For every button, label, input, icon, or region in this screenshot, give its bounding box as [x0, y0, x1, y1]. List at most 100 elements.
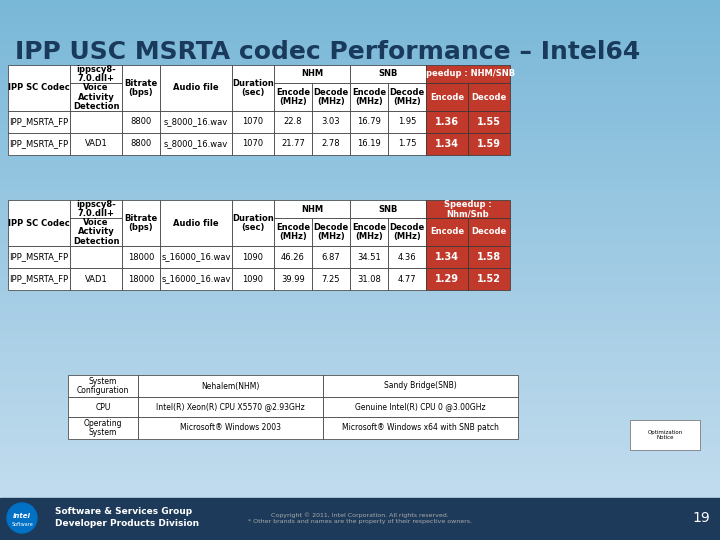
Text: Encode
(MHz): Encode (MHz) [276, 87, 310, 106]
Bar [68, 397, 138, 417]
Bar [426, 246, 468, 268]
Bar [232, 246, 274, 268]
Bar [468, 268, 510, 290]
Text: Microsoft® Windows 2003: Microsoft® Windows 2003 [180, 423, 281, 433]
Bar [232, 200, 274, 246]
Bar [323, 417, 518, 439]
Bar [70, 65, 122, 83]
Bar [122, 133, 160, 155]
Text: NHM: NHM [301, 205, 323, 213]
Text: IPP_MSRTA_FP: IPP_MSRTA_FP [9, 274, 68, 284]
Bar [350, 133, 388, 155]
Bar [8, 200, 70, 246]
Text: 34.51: 34.51 [357, 253, 381, 261]
Bar [160, 65, 232, 111]
Bar [350, 218, 388, 246]
Bar [312, 111, 350, 133]
Bar [70, 246, 122, 268]
Text: Genuine Intel(R) CPU 0 @3.00GHz: Genuine Intel(R) CPU 0 @3.00GHz [355, 402, 486, 411]
Text: Software: Software [11, 522, 33, 526]
Text: 4.77: 4.77 [397, 274, 416, 284]
Bar [232, 133, 274, 155]
Text: 1070: 1070 [243, 118, 264, 126]
Bar [138, 375, 323, 397]
Text: s_16000_16.wav: s_16000_16.wav [161, 253, 230, 261]
Text: 8800: 8800 [130, 118, 152, 126]
Text: 18000: 18000 [128, 253, 154, 261]
Text: 4.36: 4.36 [397, 253, 416, 261]
Text: Operating
System: Operating System [84, 418, 122, 437]
Text: 19: 19 [692, 511, 710, 525]
Text: VAD1: VAD1 [85, 139, 107, 148]
Text: 1090: 1090 [243, 253, 264, 261]
Text: System
Configuration: System Configuration [77, 377, 129, 395]
Text: IPP SC Codec: IPP SC Codec [8, 219, 70, 227]
Text: IPP_MSRTA_FP: IPP_MSRTA_FP [9, 118, 68, 126]
Text: Microsoft® Windows x64 with SNB patch: Microsoft® Windows x64 with SNB patch [342, 423, 499, 433]
Bar [468, 111, 510, 133]
Text: Audio file: Audio file [174, 219, 219, 227]
Text: 22.8: 22.8 [284, 118, 302, 126]
Bar [122, 246, 160, 268]
Text: 1070: 1070 [243, 139, 264, 148]
Text: Audio file: Audio file [174, 84, 219, 92]
Bar [312, 218, 350, 246]
Text: 1.36: 1.36 [435, 117, 459, 127]
Bar [122, 65, 160, 111]
Bar [323, 375, 518, 397]
Text: Encode
(MHz): Encode (MHz) [352, 222, 386, 241]
Bar [8, 111, 70, 133]
Bar [0, 498, 720, 540]
Text: 6.87: 6.87 [322, 253, 341, 261]
Text: 1.58: 1.58 [477, 252, 501, 262]
Text: NHM: NHM [301, 70, 323, 78]
Bar [70, 111, 122, 133]
Text: 1.55: 1.55 [477, 117, 501, 127]
Text: Encode: Encode [430, 92, 464, 102]
Bar [426, 83, 468, 111]
Text: 31.08: 31.08 [357, 274, 381, 284]
Text: Speedup :
Nhm/Snb: Speedup : Nhm/Snb [444, 200, 492, 218]
Text: CPU: CPU [95, 402, 111, 411]
Bar [388, 218, 426, 246]
Text: 39.99: 39.99 [281, 274, 305, 284]
Text: VAD1: VAD1 [85, 274, 107, 284]
Text: s_8000_16.wav: s_8000_16.wav [164, 118, 228, 126]
Text: Nehalem(NHM): Nehalem(NHM) [202, 381, 260, 390]
Bar [468, 246, 510, 268]
Bar [122, 268, 160, 290]
Bar [274, 83, 312, 111]
Text: Decode
(MHz): Decode (MHz) [313, 222, 348, 241]
Text: Duration
(sec): Duration (sec) [232, 214, 274, 232]
Bar [426, 200, 510, 218]
Text: Speedup : NHM/SNB: Speedup : NHM/SNB [420, 70, 516, 78]
Bar [70, 268, 122, 290]
Bar [122, 111, 160, 133]
Bar [350, 65, 426, 83]
Text: IPP SC Codec: IPP SC Codec [8, 84, 70, 92]
Bar [70, 200, 122, 218]
Text: 1.95: 1.95 [398, 118, 416, 126]
Text: Developer Products Division: Developer Products Division [55, 519, 199, 529]
Text: 21.77: 21.77 [281, 139, 305, 148]
Bar [388, 133, 426, 155]
Text: Encode: Encode [430, 227, 464, 237]
Bar [426, 65, 510, 83]
Text: SNB: SNB [378, 70, 397, 78]
Bar [323, 397, 518, 417]
Bar [70, 83, 122, 111]
Bar [468, 218, 510, 246]
Text: Optimization
Notice: Optimization Notice [647, 430, 683, 441]
Bar [312, 83, 350, 111]
Bar [122, 200, 160, 246]
Bar [350, 200, 426, 218]
Bar [232, 268, 274, 290]
Text: SNB: SNB [378, 205, 397, 213]
Text: intel: intel [13, 513, 31, 519]
Bar [312, 268, 350, 290]
Text: Decode: Decode [472, 92, 507, 102]
Bar [160, 111, 232, 133]
Text: Encode
(MHz): Encode (MHz) [352, 87, 386, 106]
Bar [426, 133, 468, 155]
Text: Decode
(MHz): Decode (MHz) [313, 87, 348, 106]
